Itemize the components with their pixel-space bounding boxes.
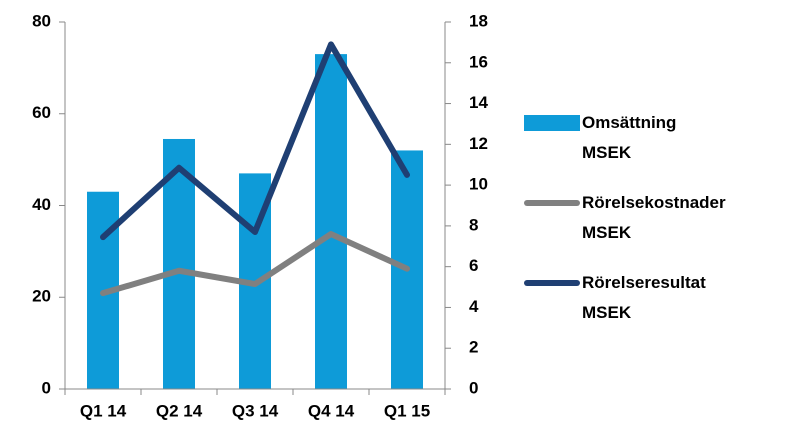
legend-item: Rörelseresultat MSEK	[524, 268, 706, 328]
legend-label: Rörelsekostnader MSEK	[582, 193, 726, 242]
y2-tick-label: 12	[469, 134, 488, 153]
y2-tick-label: 14	[469, 93, 488, 112]
x-tick-label: Q1 15	[384, 401, 430, 420]
y2-tick-label: 0	[469, 378, 478, 397]
y2-tick-label: 2	[469, 338, 478, 357]
x-tick-label: Q1 14	[80, 401, 127, 420]
line	[100, 41, 410, 241]
y-tick-label: 0	[42, 378, 51, 397]
y2-tick-label: 18	[469, 11, 488, 30]
y2-tick-label: 10	[469, 175, 488, 194]
legend-swatch	[524, 115, 580, 131]
legend-item: Omsättning MSEK	[524, 108, 704, 168]
x-tick-label: Q2 14	[156, 401, 203, 420]
y-tick-label: 20	[32, 287, 51, 306]
y2-tick-label: 16	[469, 52, 488, 71]
legend-label: Omsättning MSEK	[582, 113, 677, 162]
y-tick-label: 60	[32, 103, 51, 122]
bar	[315, 54, 347, 390]
line	[100, 231, 410, 297]
y2-tick-label: 6	[469, 256, 478, 275]
x-tick-label: Q4 14	[308, 401, 355, 420]
legend-label: Rörelseresultat MSEK	[582, 273, 706, 322]
legend-item: Rörelsekostnader MSEK	[524, 188, 726, 248]
y2-tick-label: 4	[469, 297, 479, 316]
legend-swatch	[524, 280, 580, 286]
y-tick-label: 40	[32, 195, 51, 214]
legend-swatch	[524, 200, 580, 206]
legend: Omsättning MSEK Rörelsekostnader MSEK Röre…	[524, 108, 726, 348]
y-tick-label: 80	[32, 11, 51, 30]
x-tick-label: Q3 14	[232, 401, 279, 420]
y2-tick-label: 8	[469, 215, 478, 234]
